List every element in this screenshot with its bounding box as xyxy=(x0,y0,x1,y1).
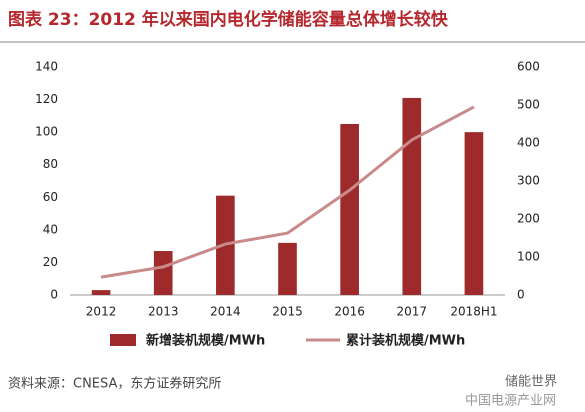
bar xyxy=(464,132,484,295)
y-tick-label: 100 xyxy=(35,125,58,139)
x-tick-label: 2014 xyxy=(210,305,241,319)
chart-title: 图表 23：2012 年以来国内电化学储能容量总体增长较快 xyxy=(8,9,449,30)
x-tick-label: 2017 xyxy=(397,305,428,319)
y-tick-label: 140 xyxy=(35,60,58,74)
legend-label: 新增装机规模/MWh xyxy=(146,333,265,349)
legend-swatch xyxy=(110,334,136,346)
y2-tick-label: 300 xyxy=(517,174,540,188)
y-tick-label: 80 xyxy=(43,157,58,171)
y2-tick-label: 100 xyxy=(517,250,540,264)
source-note: 资料来源：CNESA，东方证券研究所 xyxy=(8,376,221,392)
y2-tick-label: 600 xyxy=(517,60,540,74)
y2-tick-label: 500 xyxy=(517,98,540,112)
y2-tick-label: 200 xyxy=(517,212,540,226)
x-tick-label: 2012 xyxy=(86,305,117,319)
watermark: 储能世界 xyxy=(505,375,557,390)
y-tick-label: 0 xyxy=(50,288,58,302)
bar xyxy=(153,251,173,295)
bar xyxy=(91,290,111,295)
x-tick-label: 2013 xyxy=(148,305,179,319)
line xyxy=(100,105,475,279)
x-tick-label: 2018H1 xyxy=(450,305,497,319)
x-tick-label: 2015 xyxy=(272,305,303,319)
bar xyxy=(278,242,297,295)
bar xyxy=(402,97,422,295)
y-tick-label: 120 xyxy=(35,92,58,106)
y2-tick-label: 400 xyxy=(517,136,540,150)
x-tick-label: 2016 xyxy=(334,305,365,319)
watermark: 中国电源产业网 xyxy=(465,394,556,409)
y-tick-label: 40 xyxy=(43,222,58,236)
y2-tick-label: 0 xyxy=(517,288,525,302)
y-tick-label: 60 xyxy=(43,190,58,204)
bar xyxy=(340,124,359,295)
legend-label: 累计装机规模/MWh xyxy=(346,333,465,349)
y-tick-label: 20 xyxy=(43,255,58,269)
